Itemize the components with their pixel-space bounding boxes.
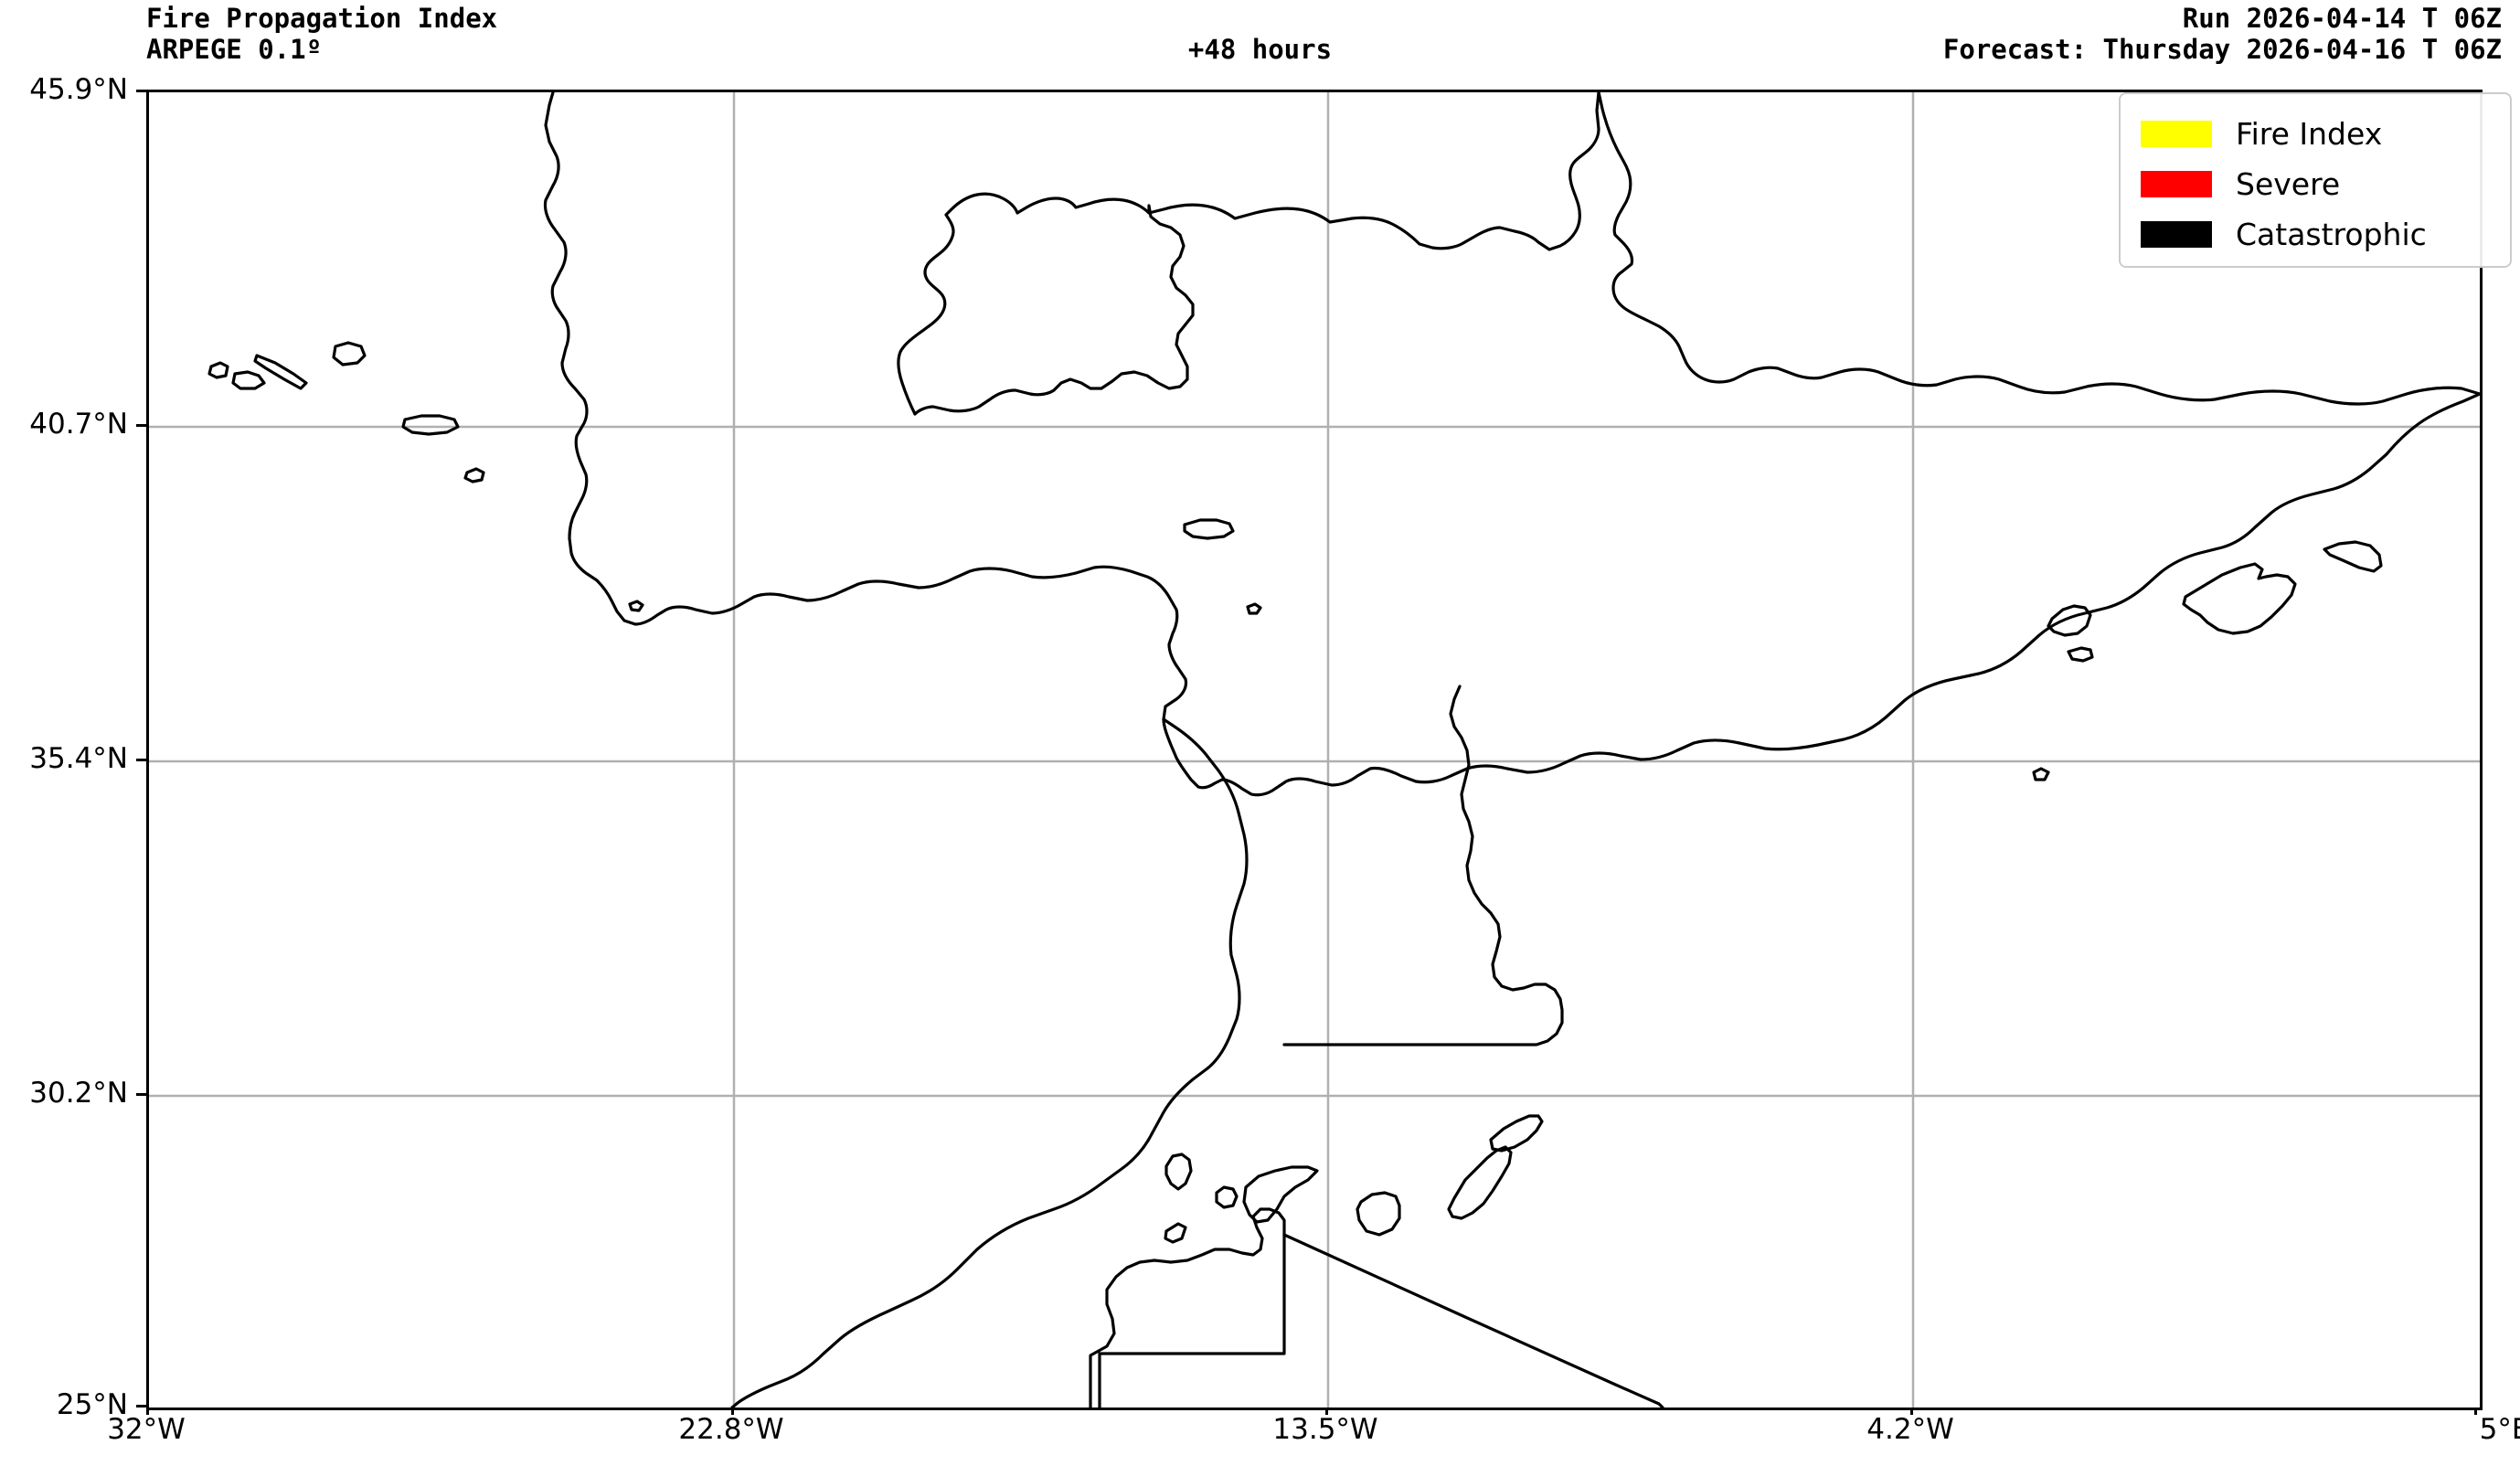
island-santa-maria (463, 467, 485, 483)
page-title: Fire Propagation Index (146, 3, 498, 34)
y-tickmark-25 (136, 1405, 146, 1408)
x-tick-label-5e: 5°E (2479, 1413, 2520, 1446)
legend-label-severe: Severe (2236, 166, 2341, 202)
y-tick-label-40-7: 40.7°N (29, 408, 128, 441)
y-tick-label-25: 25°N (56, 1388, 128, 1421)
island-selvagens (628, 600, 644, 612)
island-gran-canaria (1356, 1191, 1401, 1237)
run-timestamp: Run 2026-04-14 T 06Z (2182, 3, 2502, 34)
island-menorca (2323, 540, 2383, 573)
island-pico (231, 370, 266, 390)
island-sao-jorge (253, 354, 308, 390)
island-fuerteventura (1447, 1145, 1513, 1220)
coastline-iberia (897, 92, 1600, 416)
lead-time-label: +48 hours (1187, 34, 1333, 65)
island-porto-santo (1246, 602, 1262, 615)
y-tickmark-45-9 (136, 90, 146, 92)
x-tick-label-13-5w: 13.5°W (1272, 1413, 1378, 1446)
coastline-spain-south (543, 92, 2480, 797)
x-tick-label-32w: 32°W (107, 1413, 186, 1446)
legend-box: Fire Index Severe Catastrophic (2119, 92, 2512, 268)
island-formentera (2067, 646, 2094, 663)
y-tickmark-35-4 (136, 759, 146, 761)
island-ibiza (2047, 604, 2092, 637)
island-lanzarote (1489, 1114, 1544, 1153)
island-sao-miguel (401, 414, 460, 436)
legend-item-fire-index: Fire Index (2141, 109, 2510, 159)
grid-lines (149, 92, 2480, 1408)
island-tenerife (1242, 1165, 1319, 1224)
coastline-paths (207, 92, 2480, 1408)
y-tickmark-30-2 (136, 1093, 146, 1096)
island-la-palma (1164, 1153, 1193, 1191)
border-western-sahara (1089, 1207, 1286, 1408)
legend-swatch-catastrophic (2141, 221, 2212, 248)
legend-item-severe: Severe (2141, 159, 2510, 209)
y-tick-label-30-2: 30.2°N (29, 1077, 128, 1110)
legend-swatch-severe (2141, 171, 2212, 197)
legend-swatch-fire-index (2141, 121, 2212, 147)
y-tick-label-45-9: 45.9°N (29, 73, 128, 106)
island-mallorca (2182, 562, 2297, 635)
legend-label-catastrophic: Catastrophic (2236, 217, 2427, 252)
y-tick-label-35-4: 35.4°N (29, 742, 128, 775)
border-algeria-mauritania (1282, 1233, 1664, 1408)
island-el-hierro (1164, 1222, 1187, 1244)
map-plot-area (146, 90, 2483, 1410)
forecast-timestamp: Forecast: Thursday 2026-04-16 T 06Z (1942, 34, 2502, 65)
y-tickmark-40-7 (136, 424, 146, 427)
coastline-france-mediterranean (1597, 92, 2480, 406)
island-terceira (332, 341, 367, 366)
coastline-morocco (730, 717, 1249, 1408)
border-portugal-spain (913, 204, 1195, 416)
x-tick-label-4-2w: 4.2°W (1866, 1413, 1954, 1446)
island-madeira (1183, 518, 1235, 540)
border-morocco-algeria (1282, 685, 1564, 1046)
island-alboran (2032, 767, 2050, 781)
x-tick-label-22-8w: 22.8°W (678, 1413, 784, 1446)
island-faial (207, 361, 229, 379)
island-la-gomera (1215, 1185, 1239, 1209)
model-label: ARPEGE 0.1º (146, 34, 323, 65)
legend-label-fire-index: Fire Index (2236, 116, 2383, 152)
legend-item-catastrophic: Catastrophic (2141, 209, 2510, 260)
map-canvas (149, 92, 2480, 1408)
